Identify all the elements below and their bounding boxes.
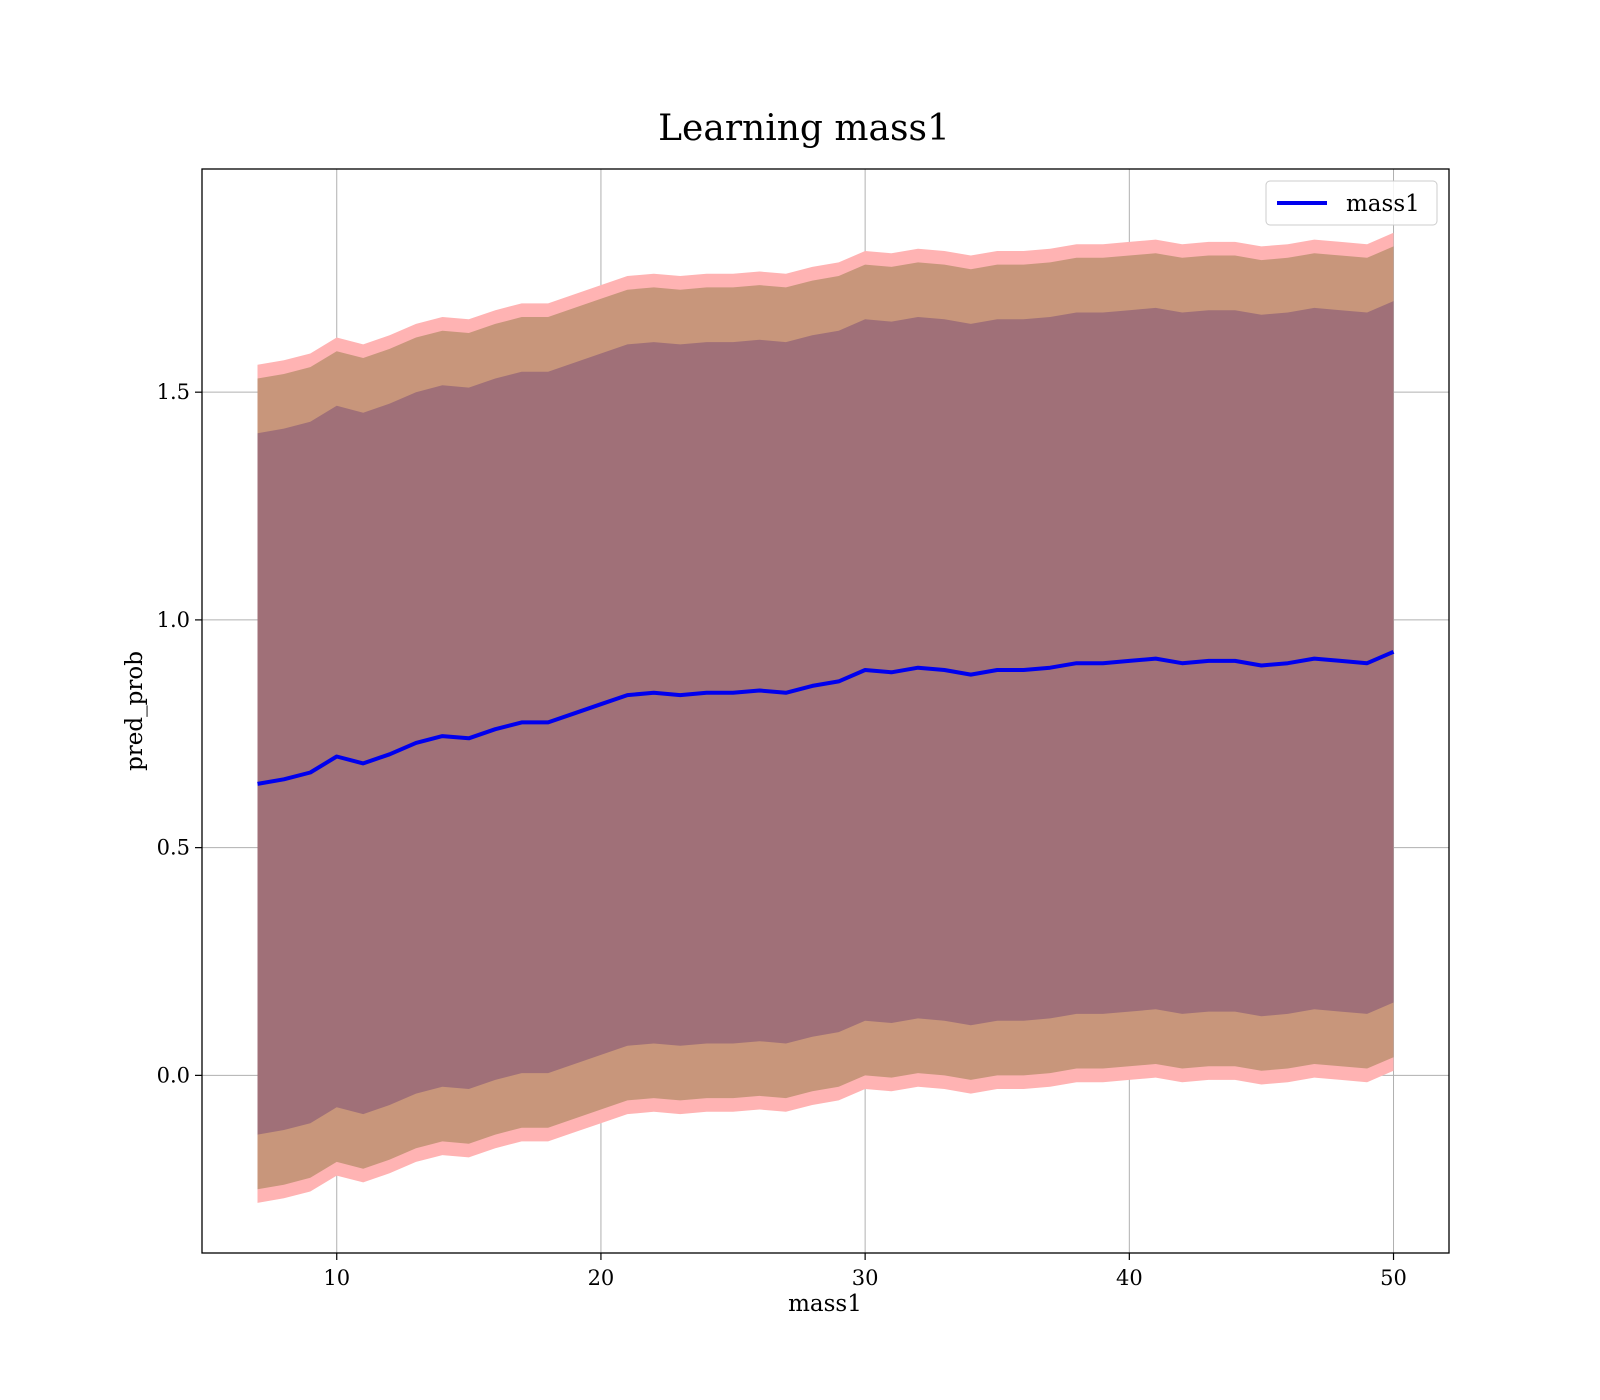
y-axis-label: pred_prob — [122, 651, 148, 771]
y-tick-label-0: 0.0 — [157, 1063, 190, 1087]
legend-box — [1265, 180, 1438, 226]
legend: mass1 — [1265, 180, 1438, 226]
chart-title: Learning mass1 — [658, 108, 950, 149]
x-tick-label-1: 20 — [588, 1266, 615, 1290]
legend-label-mass1: mass1 — [1346, 191, 1420, 217]
band-inner — [257, 301, 1394, 1135]
x-tick-label-0: 10 — [323, 1266, 350, 1290]
y-axis-ticks: 0.0 0.5 1.0 1.5 — [157, 380, 202, 1087]
series-line-mass1 — [257, 649, 1395, 786]
y-tick-label-2: 1.0 — [157, 608, 190, 632]
x-axis-label: mass1 — [788, 1291, 862, 1317]
x-tick-label-3: 40 — [1116, 1266, 1143, 1290]
series-lines — [257, 649, 1395, 786]
y-tick-label-3: 1.5 — [157, 380, 190, 404]
x-axis-ticks: 10 20 30 40 50 — [323, 1253, 1407, 1290]
y-tick-label-1: 0.5 — [157, 836, 190, 860]
plot-frame — [201, 168, 1450, 1254]
x-tick-label-4: 50 — [1380, 1266, 1407, 1290]
x-tick-label-2: 30 — [852, 1266, 879, 1290]
confidence-bands — [257, 232, 1394, 1203]
